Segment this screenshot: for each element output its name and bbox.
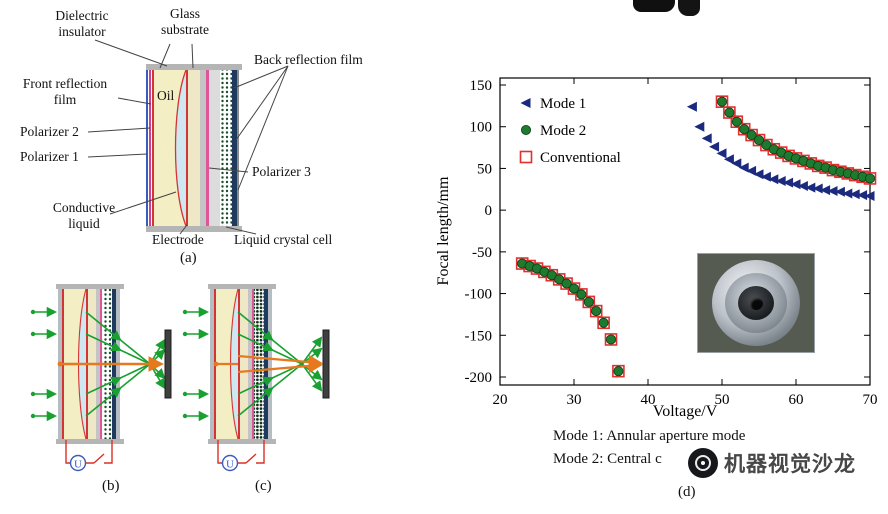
label-glass-substrate: Glass substrate bbox=[161, 6, 209, 37]
caption-mode1: Mode 1: Annular aperture mode bbox=[553, 428, 746, 444]
cropped-top-mark-2 bbox=[678, 0, 700, 16]
svg-text:40: 40 bbox=[641, 392, 656, 408]
svg-text:50: 50 bbox=[477, 161, 492, 177]
label-dielectric-insulator: Dielectric insulator bbox=[55, 8, 109, 39]
label-front-reflection-film: Front reflection film bbox=[22, 76, 108, 107]
lens-photo-inset bbox=[697, 253, 815, 353]
svg-text:-200: -200 bbox=[465, 370, 493, 386]
label-polarizer-2: Polarizer 2 bbox=[20, 124, 79, 139]
svg-text:0: 0 bbox=[485, 203, 493, 219]
panel-a-tag: (a) bbox=[180, 250, 197, 266]
svg-text:Voltage/V: Voltage/V bbox=[653, 403, 718, 420]
svg-text:Mode 1: Mode 1 bbox=[540, 96, 586, 112]
focal-length-chart: 20 30 40 50 60 70 150 100 50 0 -50 -100 -150 -200 Volt… bbox=[432, 55, 884, 423]
panel-d-tag: (d) bbox=[678, 484, 696, 500]
panel-b-rays bbox=[30, 306, 172, 422]
svg-text:Conventional: Conventional bbox=[540, 150, 621, 166]
lens-center-hole bbox=[749, 297, 763, 310]
label-back-reflection-film: Back reflection film bbox=[254, 52, 363, 67]
svg-text:-100: -100 bbox=[465, 287, 493, 303]
svg-text:60: 60 bbox=[789, 392, 804, 408]
panel-b-circuit: U bbox=[65, 440, 113, 472]
svg-text:30: 30 bbox=[567, 392, 582, 408]
svg-text:Focal length/mm: Focal length/mm bbox=[435, 176, 452, 285]
svg-text:Mode 2: Mode 2 bbox=[540, 123, 586, 139]
voltage-source-label-c: U bbox=[226, 459, 234, 471]
svg-text:70: 70 bbox=[863, 392, 878, 408]
panel-a-stack bbox=[146, 64, 242, 232]
panel-a-leader-lines bbox=[87, 39, 289, 235]
panel-b-tag: (b) bbox=[102, 478, 120, 494]
cropped-top-mark bbox=[633, 0, 675, 12]
voltage-source-label-b: U bbox=[74, 459, 82, 471]
panel-c-circuit: U bbox=[217, 440, 265, 472]
label-polarizer-3: Polarizer 3 bbox=[252, 164, 311, 179]
svg-text:-150: -150 bbox=[465, 328, 493, 344]
label-electrode: Electrode bbox=[152, 232, 204, 247]
svg-text:150: 150 bbox=[470, 78, 493, 94]
label-liquid-crystal-cell: Liquid crystal cell bbox=[234, 232, 333, 247]
panel-c-rays bbox=[182, 306, 330, 422]
watermark: 机器视觉沙龙 bbox=[688, 448, 856, 478]
watermark-logo-icon bbox=[688, 448, 718, 478]
svg-text:-50: -50 bbox=[472, 245, 492, 261]
caption-mode2: Mode 2: Central c bbox=[553, 451, 662, 467]
label-conductive-liquid: Conductive liquid bbox=[52, 200, 116, 231]
camera-dot-icon bbox=[701, 461, 705, 465]
watermark-text: 机器视觉沙龙 bbox=[724, 452, 856, 476]
label-polarizer-1: Polarizer 1 bbox=[20, 149, 79, 164]
camera-lens-icon bbox=[695, 455, 711, 471]
svg-text:100: 100 bbox=[470, 120, 493, 136]
label-oil: Oil bbox=[157, 88, 175, 103]
panel-c-tag: (c) bbox=[255, 478, 272, 494]
svg-text:20: 20 bbox=[493, 392, 508, 408]
focal-length-chart-svg: 20 30 40 50 60 70 150 100 50 0 -50 -100 -150 -200 Volt… bbox=[435, 77, 878, 420]
svg-text:50: 50 bbox=[715, 392, 730, 408]
